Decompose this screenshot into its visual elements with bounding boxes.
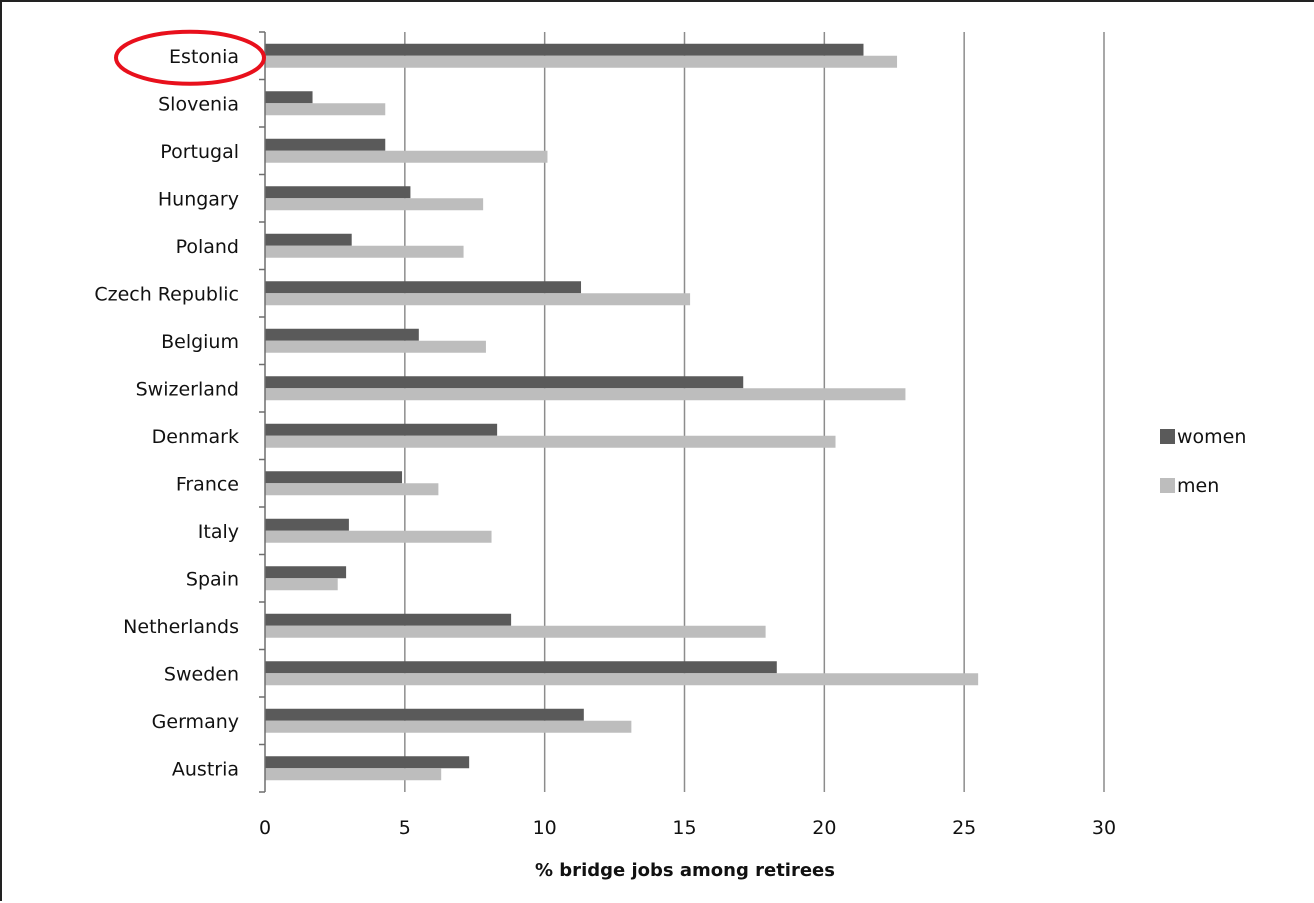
legend-swatch-women: [1160, 429, 1175, 444]
legend: women men: [1160, 426, 1246, 497]
category-label: France: [176, 473, 239, 495]
x-tick-label: 25: [952, 817, 976, 839]
x-axis-title: % bridge jobs among retirees: [535, 860, 835, 881]
bar-women-denmark: [265, 423, 498, 436]
bar-men-germany: [265, 720, 632, 733]
bar-men-portugal: [265, 150, 548, 163]
bar-women-france: [265, 471, 403, 484]
category-label: Denmark: [152, 426, 239, 448]
bar-men-poland: [265, 245, 464, 258]
x-tick-label: 5: [399, 817, 411, 839]
axes: [259, 31, 266, 793]
bar-women-slovenia: [265, 91, 313, 104]
bar-women-netherlands: [265, 613, 512, 626]
category-label: Portugal: [160, 141, 239, 163]
category-label: Slovenia: [158, 93, 239, 115]
bar-women-estonia: [265, 43, 864, 56]
x-tick-label: 15: [672, 817, 696, 839]
highlight-circle: [114, 29, 266, 86]
bar-men-czech-republic: [265, 293, 691, 306]
x-tick-label: 0: [259, 817, 271, 839]
legend-label-men: men: [1177, 475, 1219, 497]
bar-men-austria: [265, 768, 442, 781]
bar-men-spain: [265, 578, 338, 591]
bar-women-belgium: [265, 328, 419, 341]
bar-women-poland: [265, 233, 352, 246]
category-label: Swizerland: [136, 378, 239, 400]
category-label: Sweden: [164, 663, 239, 685]
bar-women-austria: [265, 756, 470, 769]
category-label: Czech Republic: [94, 283, 239, 305]
bar-men-estonia: [265, 55, 898, 68]
category-label: Belgium: [161, 331, 239, 353]
x-tick-label: 20: [812, 817, 836, 839]
bar-men-netherlands: [265, 625, 766, 638]
bar-men-sweden: [265, 673, 979, 686]
bar-women-italy: [265, 518, 349, 531]
x-tick-label: 30: [1092, 817, 1116, 839]
bar-men-hungary: [265, 198, 484, 211]
bar-women-hungary: [265, 186, 411, 199]
bars: [265, 43, 979, 781]
category-labels: Estonia Slovenia Portugal Hungary Poland Czec…: [94, 46, 239, 781]
bar-women-spain: [265, 566, 347, 579]
legend-swatch-men: [1160, 478, 1175, 493]
category-label: Poland: [176, 236, 239, 258]
bar-men-slovenia: [265, 103, 386, 116]
legend-label-women: women: [1177, 426, 1246, 448]
category-label: Spain: [186, 568, 239, 590]
bar-women-germany: [265, 708, 584, 721]
category-label: Germany: [152, 711, 239, 733]
category-label: Austria: [172, 758, 239, 780]
category-label: Italy: [198, 521, 239, 543]
x-tick-label: 10: [533, 817, 557, 839]
category-label: Netherlands: [123, 616, 239, 638]
highlight-annotation: [114, 29, 266, 86]
x-tick-labels: 0 5 10 15 20 25 30: [259, 817, 1116, 839]
bar-men-swizerland: [265, 388, 906, 401]
bar-women-sweden: [265, 661, 777, 674]
bar-men-italy: [265, 530, 492, 543]
bar-men-france: [265, 483, 439, 496]
category-label: Hungary: [158, 188, 239, 210]
category-label: Estonia: [169, 46, 239, 68]
bar-men-belgium: [265, 340, 486, 353]
bar-women-czech-republic: [265, 281, 582, 294]
bar-men-denmark: [265, 435, 836, 448]
bar-women-portugal: [265, 138, 386, 151]
bar-women-swizerland: [265, 376, 744, 389]
